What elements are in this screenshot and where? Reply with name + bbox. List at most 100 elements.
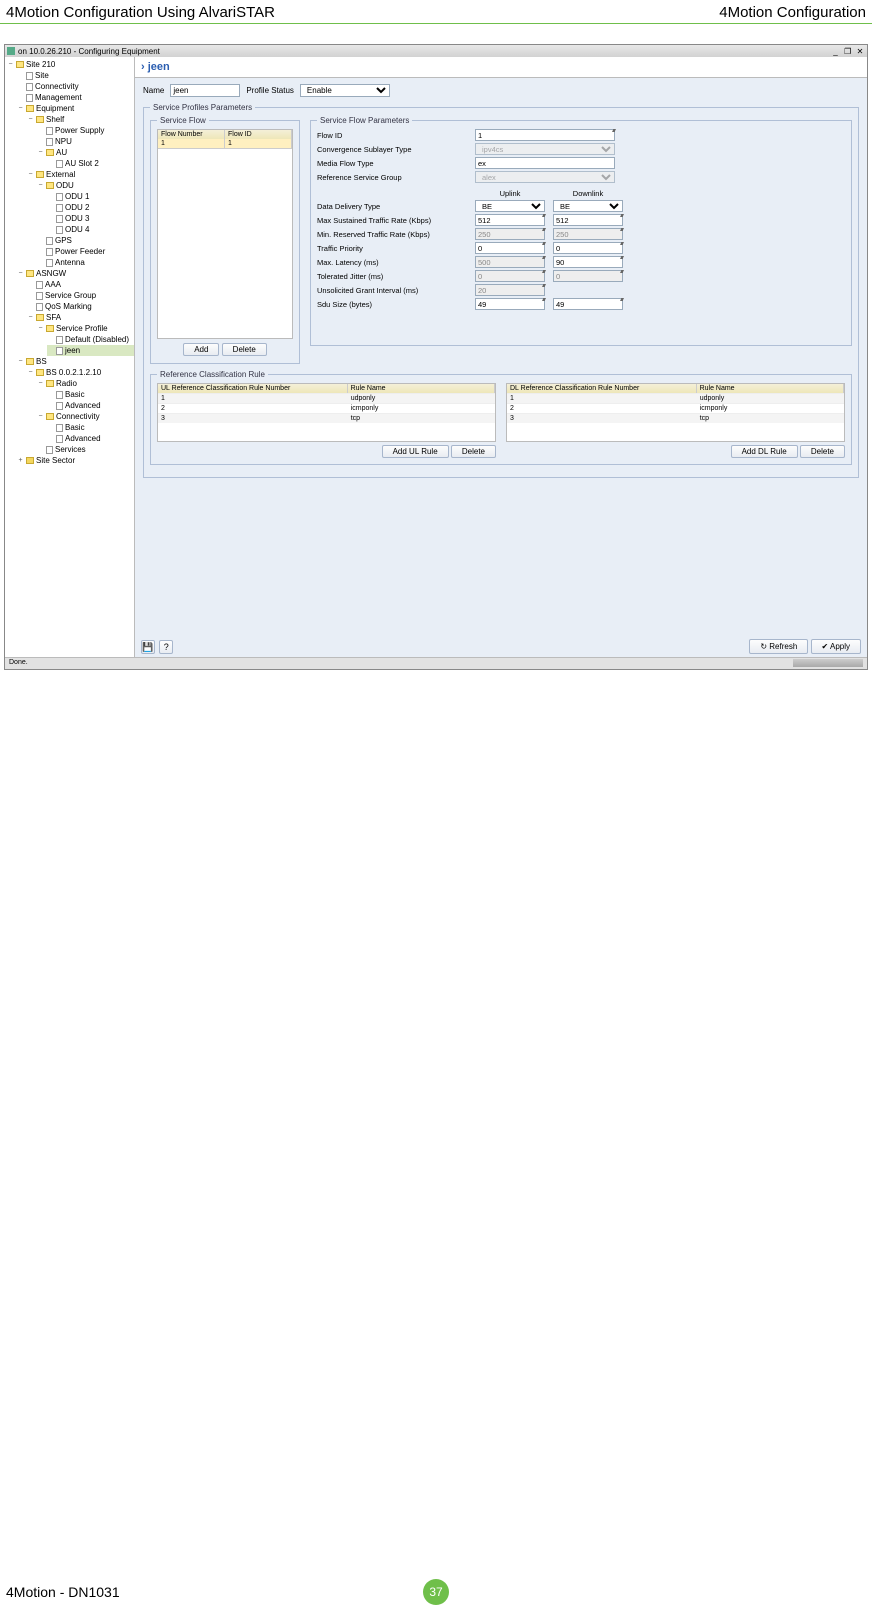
tree-item[interactable]: ODU <box>56 180 74 191</box>
tree-item[interactable]: Services <box>55 444 86 455</box>
tree-item[interactable]: Power Feeder <box>55 246 105 257</box>
sf-add-button[interactable]: Add <box>183 343 219 356</box>
tree-item[interactable]: Shelf <box>46 114 64 125</box>
ml-ul-field[interactable] <box>475 256 545 268</box>
save-icon[interactable]: 💾 <box>141 640 155 654</box>
add-dl-rule-button[interactable]: Add DL Rule <box>731 445 798 458</box>
dl-rules-table[interactable]: DL Reference Classification Rule Number … <box>506 383 845 442</box>
ugi-ul-field[interactable] <box>475 284 545 296</box>
tree-root[interactable]: Site 210 <box>26 59 55 70</box>
sdu-ul-field[interactable] <box>475 298 545 310</box>
sf-col-flownum: Flow Number <box>158 130 225 139</box>
window-title: on 10.0.26.210 - Configuring Equipment <box>18 47 160 56</box>
mstr-ul-field[interactable] <box>475 214 545 226</box>
tree-item[interactable]: Service Profile <box>56 323 108 334</box>
tree-item[interactable]: AU Slot 2 <box>65 158 99 169</box>
sf-cell[interactable]: 1 <box>225 139 292 148</box>
tree-item-selected[interactable]: jeen <box>65 345 80 356</box>
tree-item[interactable]: Connectivity <box>35 81 79 92</box>
nav-tree[interactable]: −Site 210 Site Connectivity Management −… <box>5 57 135 657</box>
profile-status-select[interactable]: Enable <box>300 84 390 97</box>
delete-ul-rule-button[interactable]: Delete <box>451 445 496 458</box>
tp-ul-field[interactable] <box>475 242 545 254</box>
name-field[interactable] <box>170 84 240 97</box>
ul-rule-cell[interactable]: 2 <box>158 404 348 413</box>
add-ul-rule-button[interactable]: Add UL Rule <box>382 445 449 458</box>
tree-item[interactable]: SFA <box>46 312 61 323</box>
sdu-dl-field[interactable] <box>553 298 623 310</box>
ul-rule-cell[interactable]: udponly <box>348 394 495 403</box>
tj-ul-field[interactable] <box>475 270 545 282</box>
mstr-dl-field[interactable] <box>553 214 623 226</box>
ul-rule-cell[interactable]: icmponly <box>348 404 495 413</box>
tree-item[interactable]: Basic <box>65 389 85 400</box>
tree-item[interactable]: BS 0.0.2.1.2.10 <box>46 367 101 378</box>
tree-item[interactable]: QoS Marking <box>45 301 92 312</box>
service-flow-table[interactable]: Flow Number Flow ID 1 1 <box>157 129 293 339</box>
folder-icon <box>26 270 34 277</box>
ddt-dl-select[interactable]: BE <box>553 200 623 212</box>
dl-rule-cell[interactable]: 2 <box>507 404 697 413</box>
tj-dl-field[interactable] <box>553 270 623 282</box>
media-flow-type-field[interactable] <box>475 157 615 169</box>
tree-item[interactable]: GPS <box>55 235 72 246</box>
tree-item[interactable]: Site <box>35 70 49 81</box>
ul-rule-cell[interactable]: tcp <box>348 414 495 423</box>
mrtr-ul-field[interactable] <box>475 228 545 240</box>
dl-rule-cell[interactable]: 1 <box>507 394 697 403</box>
tree-item[interactable]: Site Sector <box>36 455 75 466</box>
tree-item[interactable]: AU <box>56 147 67 158</box>
tree-item[interactable]: Connectivity <box>56 411 100 422</box>
maximize-button[interactable]: ❐ <box>843 47 853 56</box>
tree-item[interactable]: ODU 4 <box>65 224 89 235</box>
status-text: Done. <box>9 659 28 668</box>
close-button[interactable]: ✕ <box>855 47 865 56</box>
tree-item[interactable]: External <box>46 169 75 180</box>
ref-sg-select[interactable]: alex <box>475 171 615 183</box>
mstr-label: Max Sustained Traffic Rate (Kbps) <box>317 216 467 225</box>
tree-item[interactable]: ASNGW <box>36 268 66 279</box>
tree-item[interactable]: ODU 1 <box>65 191 89 202</box>
minimize-button[interactable]: _ <box>831 47 841 56</box>
flow-id-field[interactable] <box>475 129 615 141</box>
tree-item[interactable]: Equipment <box>36 103 74 114</box>
tree-item[interactable]: NPU <box>55 136 72 147</box>
ddt-ul-select[interactable]: BE <box>475 200 545 212</box>
sf-cell[interactable]: 1 <box>158 139 225 148</box>
tree-item[interactable]: Management <box>35 92 82 103</box>
sf-delete-button[interactable]: Delete <box>222 343 267 356</box>
ddt-label: Data Delivery Type <box>317 202 467 211</box>
help-icon[interactable]: ? <box>159 640 173 654</box>
tree-item[interactable]: AAA <box>45 279 61 290</box>
tree-item[interactable]: Basic <box>65 422 85 433</box>
ul-rules-table[interactable]: UL Reference Classification Rule Number … <box>157 383 496 442</box>
refresh-button[interactable]: ↻ Refresh <box>749 639 808 654</box>
delete-dl-rule-button[interactable]: Delete <box>800 445 845 458</box>
page-icon <box>46 446 53 454</box>
tree-item[interactable]: Advanced <box>65 400 101 411</box>
ul-rule-cell[interactable]: 1 <box>158 394 348 403</box>
tree-item[interactable]: Power Supply <box>55 125 104 136</box>
tree-item[interactable]: Radio <box>56 378 77 389</box>
tree-item[interactable]: Advanced <box>65 433 101 444</box>
apply-button[interactable]: ✔ Apply <box>811 639 862 654</box>
page-icon <box>36 281 43 289</box>
cs-type-select[interactable]: ipv4cs <box>475 143 615 155</box>
resize-grip[interactable] <box>793 659 863 667</box>
tree-item[interactable]: ODU 2 <box>65 202 89 213</box>
ml-dl-field[interactable] <box>553 256 623 268</box>
ul-rule-cell[interactable]: 3 <box>158 414 348 423</box>
dl-rule-cell[interactable]: udponly <box>697 394 844 403</box>
mrtr-dl-field[interactable] <box>553 228 623 240</box>
tree-item[interactable]: Antenna <box>55 257 85 268</box>
tree-item[interactable]: ODU 3 <box>65 213 89 224</box>
dl-rule-cell[interactable]: 3 <box>507 414 697 423</box>
dl-rule-cell[interactable]: tcp <box>697 414 844 423</box>
tree-item[interactable]: Default (Disabled) <box>65 334 129 345</box>
tree-item[interactable]: Service Group <box>45 290 96 301</box>
dl-rule-cell[interactable]: icmponly <box>697 404 844 413</box>
tp-dl-field[interactable] <box>553 242 623 254</box>
folder-icon <box>46 380 54 387</box>
tree-item[interactable]: BS <box>36 356 47 367</box>
ul-rule-col1: UL Reference Classification Rule Number <box>158 384 348 393</box>
